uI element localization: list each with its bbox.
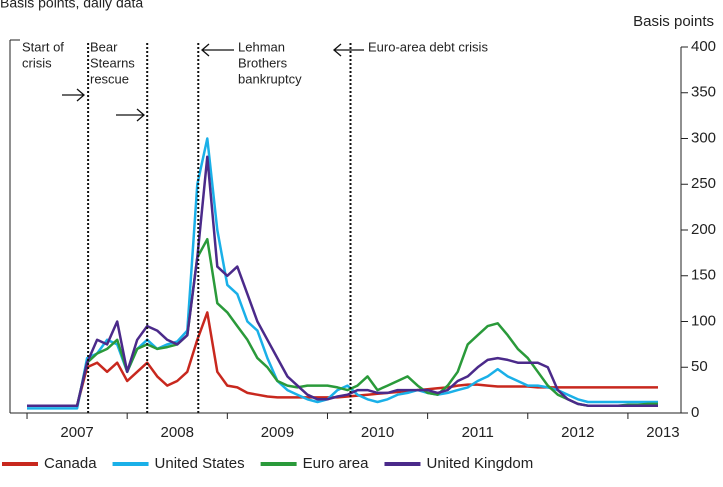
- y-tick-label: 400: [691, 38, 716, 55]
- y-tick-label: 300: [691, 129, 716, 146]
- annotation-text: Start of: [22, 39, 64, 54]
- annotation-text: Stearns: [90, 55, 135, 70]
- y-tick-label: 100: [691, 312, 716, 329]
- y-tick-label: 0: [691, 404, 699, 421]
- y-axis-label: Basis points: [633, 13, 714, 30]
- x-tick-label: 2011: [462, 424, 494, 441]
- x-tick-label: 2007: [60, 424, 93, 441]
- series-line: [27, 237, 658, 407]
- series-line: [27, 311, 658, 407]
- annotation-arrow: [116, 108, 145, 122]
- y-tick-label: 150: [691, 267, 716, 284]
- legend-label: Canada: [44, 455, 97, 472]
- annotation-arrow: [62, 88, 85, 102]
- legend-label: United States: [155, 455, 245, 472]
- annotation-arrow: [333, 43, 364, 57]
- annotation-text: Euro-area debt crisis: [368, 39, 488, 54]
- x-tick-label: 2012: [561, 424, 594, 441]
- series-line: [27, 155, 658, 407]
- annotation-arrow: [201, 43, 234, 57]
- x-tick-label: 2013: [646, 424, 679, 441]
- series-line: [27, 137, 658, 410]
- annotation-text: bankruptcy: [238, 71, 302, 86]
- annotation-text: Lehman: [238, 39, 285, 54]
- y-tick-label: 350: [691, 84, 716, 101]
- legend-label: United Kingdom: [426, 455, 533, 472]
- chart-subtitle: Basis points, daily data: [0, 0, 143, 11]
- y-tick-label: 50: [691, 358, 708, 375]
- y-tick-label: 250: [691, 175, 716, 192]
- annotation-text: Brothers: [238, 55, 288, 70]
- legend-label: Euro area: [303, 455, 370, 472]
- y-tick-label: 200: [691, 221, 716, 238]
- annotation-text: crisis: [22, 55, 52, 70]
- x-tick-label: 2009: [261, 424, 294, 441]
- annotation-text: Bear: [90, 39, 118, 54]
- x-tick-label: 2010: [361, 424, 394, 441]
- x-tick-label: 2008: [161, 424, 194, 441]
- annotation-text: rescue: [90, 71, 129, 86]
